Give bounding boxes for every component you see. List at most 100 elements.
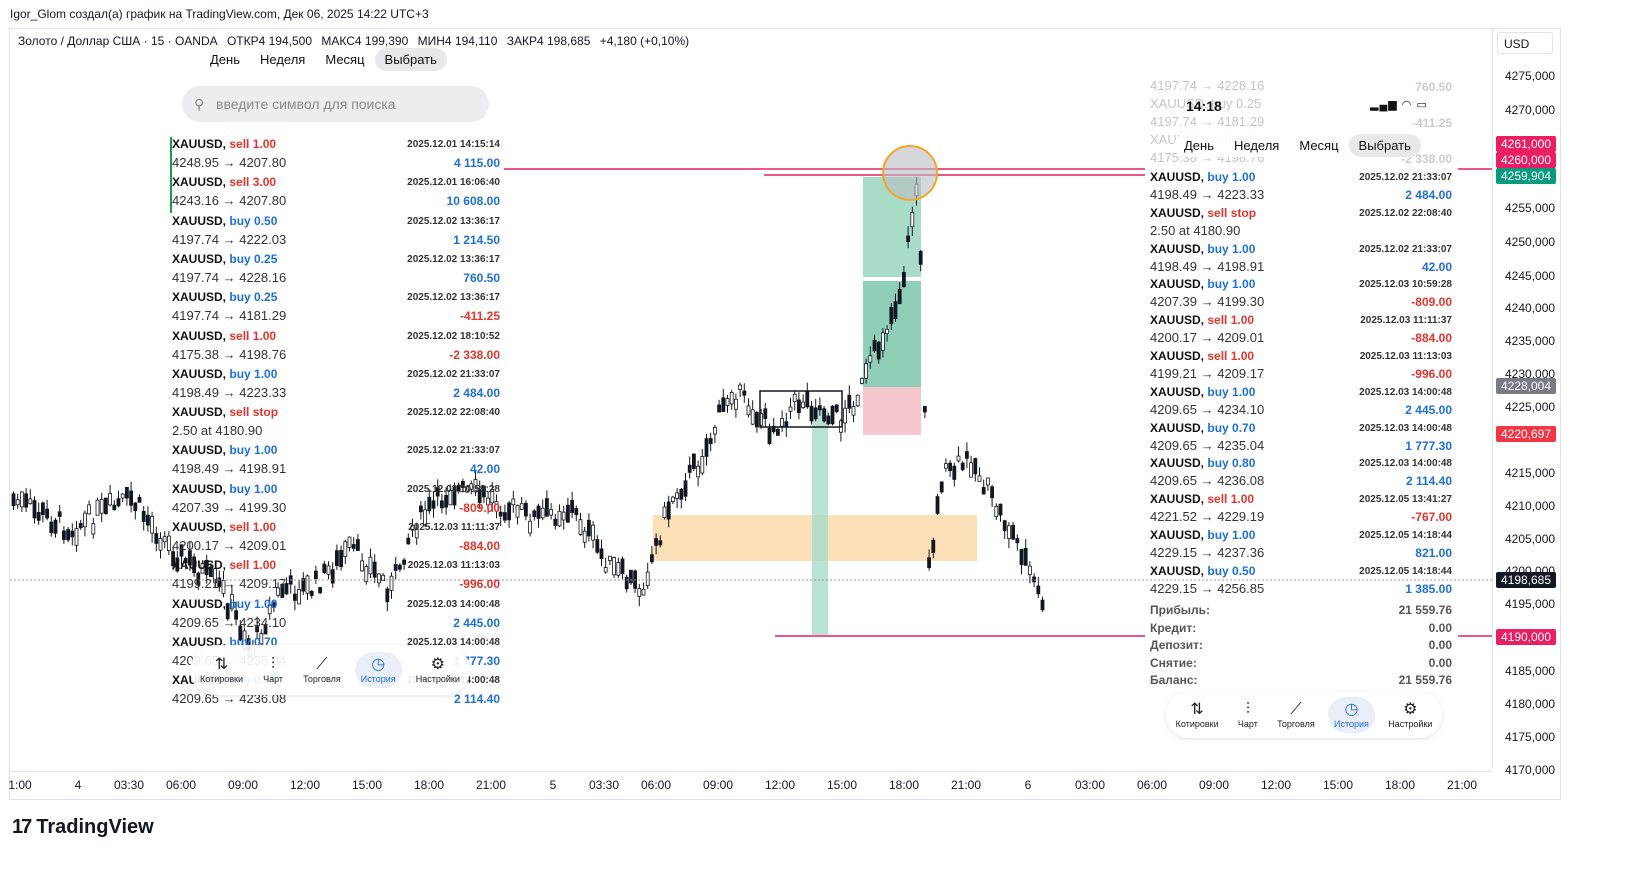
candle-body [952,465,957,480]
tab-day[interactable]: День [1184,138,1214,153]
trade-row[interactable]: XAUUSD, sell 1.00 4248.95 → 4207.80 2025.1… [172,137,502,175]
trade-side: buy 0.70 [1207,420,1256,435]
nav-settings[interactable]: ⚙ Настройки [1388,701,1433,729]
tab-select[interactable]: Выбрать [374,48,447,71]
stop-loss-zone [863,387,921,435]
candle-body [675,492,679,499]
trade-row[interactable]: XAUUSD, sell 1.00 4200.17 → 4209.01 2025.1… [172,520,502,558]
trade-date: 2025.12.03 11:13:03 [1359,351,1452,362]
candle-body [397,564,402,570]
candle-body [238,625,243,641]
nav-history[interactable]: ◷ История [354,652,402,688]
trade-symbol: XAUUSD, sell 3.00 [172,175,277,190]
candle-body [599,548,604,560]
tab-week[interactable]: Неделя [260,52,306,67]
nav-quotes[interactable]: ⇅ Котировки [1175,701,1219,729]
candle-body [62,530,66,540]
trade-symbol: XAUUSD, sell 1.00 [172,520,277,534]
candle-body [234,610,239,620]
trade-row[interactable]: XAUUSD, buy 0.70 4209.65 → 4235.04 2025.12… [1150,421,1454,457]
trade-row[interactable]: XAUUSD, sell 1.00 4199.21 → 4209.17 2025.1… [1150,349,1454,385]
trade-symbol: XAUUSD, sell stop [172,405,279,420]
trade-row[interactable]: XAUUSD, sell stop 2.50 at 4180.90 2025.12.… [172,405,502,443]
price-axis[interactable]: 4275,000 4270,000 4255,000 4250,000 4245,000… [1492,29,1559,777]
trade-row[interactable]: XAUUSD, buy 1.00 4198.49 → 4198.91 2025.12… [172,443,502,481]
tab-month[interactable]: Месяц [325,52,365,67]
tradingview-logo-text: TradingView [36,816,154,838]
trade-row[interactable]: XAUUSD, buy 1.00 4209.65 → 4234.10 2025.12… [172,597,502,635]
trade-row[interactable]: XAUUSD, sell 1.00 4200.17 → 4209.01 2025.1… [1150,313,1454,349]
trade-row[interactable]: XAUUSD, buy 1.00 4209.65 → 4234.10 2025.12… [1150,385,1454,421]
tab-select[interactable]: Выбрать [1348,134,1421,157]
trade-profit: -809.00 [1411,295,1452,310]
trade-row[interactable]: XAUUSD, buy 0.25 4197.74 → 4181.29 2025.12… [172,290,502,328]
tab-week[interactable]: Неделя [1234,138,1280,153]
candle-body [145,514,150,526]
time-tick: 03:30 [113,778,145,792]
trade-row[interactable]: XAUUSD, buy 0.25 4197.74 → 4228.16 2025.12… [172,252,502,290]
candle-body [704,438,709,457]
trade-symbol: XAUUSD, buy 0.50 [1150,563,1256,578]
candle-body [872,339,877,352]
nav-quotes[interactable]: ⇅ Котировки [200,656,243,684]
trade-row[interactable]: XAUUSD, buy 1.00 4207.39 → 4199.30 2025.12… [1150,277,1454,313]
nav-chart[interactable]: ⫶ Чарт [1237,701,1258,729]
faded-prices: 4197.74 → 4181.29 [1150,114,1265,129]
trade-row[interactable]: XAUUSD, sell stop 2.50 at 4180.90 2025.12.… [1150,206,1454,242]
candle-body [57,511,62,517]
nav-settings[interactable]: ⚙ Настройки [415,656,460,684]
candle-body [620,558,625,575]
time-tick: 21:00 [1446,778,1478,792]
trade-row[interactable]: XAUUSD, buy 1.00 4198.49 → 4223.33 2025.12… [1150,170,1454,206]
time-axis[interactable]: 1:00 4 03:30 06:00 09:00 12:00 15:00 18:00 21:00… [8,771,1492,798]
trade-row[interactable]: XAUUSD, buy 0.50 4197.74 → 4222.03 2025.12… [172,214,502,252]
trade-row[interactable]: XAUUSD, buy 0.50 4229.15 → 4256.85 2025.12… [1150,564,1454,600]
candle-body [78,523,83,529]
candle-body [431,500,436,509]
trade-row[interactable]: XAUUSD, sell 3.00 4243.16 → 4207.80 2025.1… [172,175,502,213]
price-tick: 4245,000 [1505,269,1556,283]
currency-selector[interactable]: USD [1497,32,1553,54]
trade-profit: 42.00 [469,462,500,477]
time-tick: 03:00 [1074,778,1106,792]
nav-trade[interactable]: ⟋ Торговля [1277,701,1315,729]
candle-body [809,405,814,422]
trade-row[interactable]: XAUUSD, sell 1.00 4199.21 → 4209.17 2025.1… [172,558,502,596]
price-tick: 4255,000 [1505,201,1556,215]
nav-history[interactable]: ◷ История [1328,697,1375,733]
nav-trade[interactable]: ⟋ Торговля [303,656,341,684]
trade-row[interactable]: XAUUSD, buy 1.00 4229.15 → 4237.36 2025.12… [1150,528,1454,564]
status-time: 14:18 [1186,98,1222,114]
trade-row[interactable]: XAUUSD, buy 1.00 4207.39 → 4199.30 2025.12… [172,482,502,520]
price-label-badge: 4198,685 [1496,572,1556,588]
symbol-search-input[interactable]: ⚲ введите символ для поиска [182,86,489,122]
tab-day[interactable]: День [210,52,240,67]
candle-body [788,406,793,412]
trade-row[interactable]: XAUUSD, buy 1.00 4198.49 → 4198.91 2025.12… [1150,242,1454,278]
candle-body [410,525,415,531]
trade-prices: 4243.16 → 4207.80 [172,193,287,209]
trade-date: 2025.12.05 14:18:44 [1359,530,1452,541]
candle-body [515,505,520,518]
nav-chart[interactable]: ⫶ Чарт [263,656,284,684]
time-tick: 5 [549,778,557,792]
candle-body [129,490,133,506]
candle-body [805,391,810,408]
trade-side: buy 0.25 [229,251,278,266]
trade-row[interactable]: XAUUSD, sell 1.00 4175.38 → 4198.76 2025.1… [172,329,502,367]
candle-body [83,512,87,528]
trade-profit: 2 484.00 [453,385,500,400]
faded-prices: 4197.74 → 4228.16 [1150,78,1265,93]
candle-body [343,541,348,558]
price-chart[interactable] [10,29,1492,771]
trade-date: 2025.12.02 22:08:40 [1359,207,1452,219]
price-tick: 4270,000 [1505,103,1556,117]
tradingview-logo[interactable]: 17 TradingView [12,816,154,839]
trade-row[interactable]: XAUUSD, buy 1.00 4198.49 → 4223.33 2025.12… [172,367,502,405]
candle-body [641,588,646,596]
symbol-name[interactable]: Золото / Доллар США · 15 · OANDA [18,34,218,48]
trade-date: 2025.12.02 21:33:07 [407,445,500,457]
trade-row[interactable]: XAUUSD, sell 1.00 4221.52 → 4229.19 2025.1… [1150,492,1454,528]
trade-row[interactable]: XAUUSD, buy 0.80 4209.65 → 4236.08 2025.12… [1150,456,1454,492]
tab-month[interactable]: Месяц [1299,138,1339,153]
